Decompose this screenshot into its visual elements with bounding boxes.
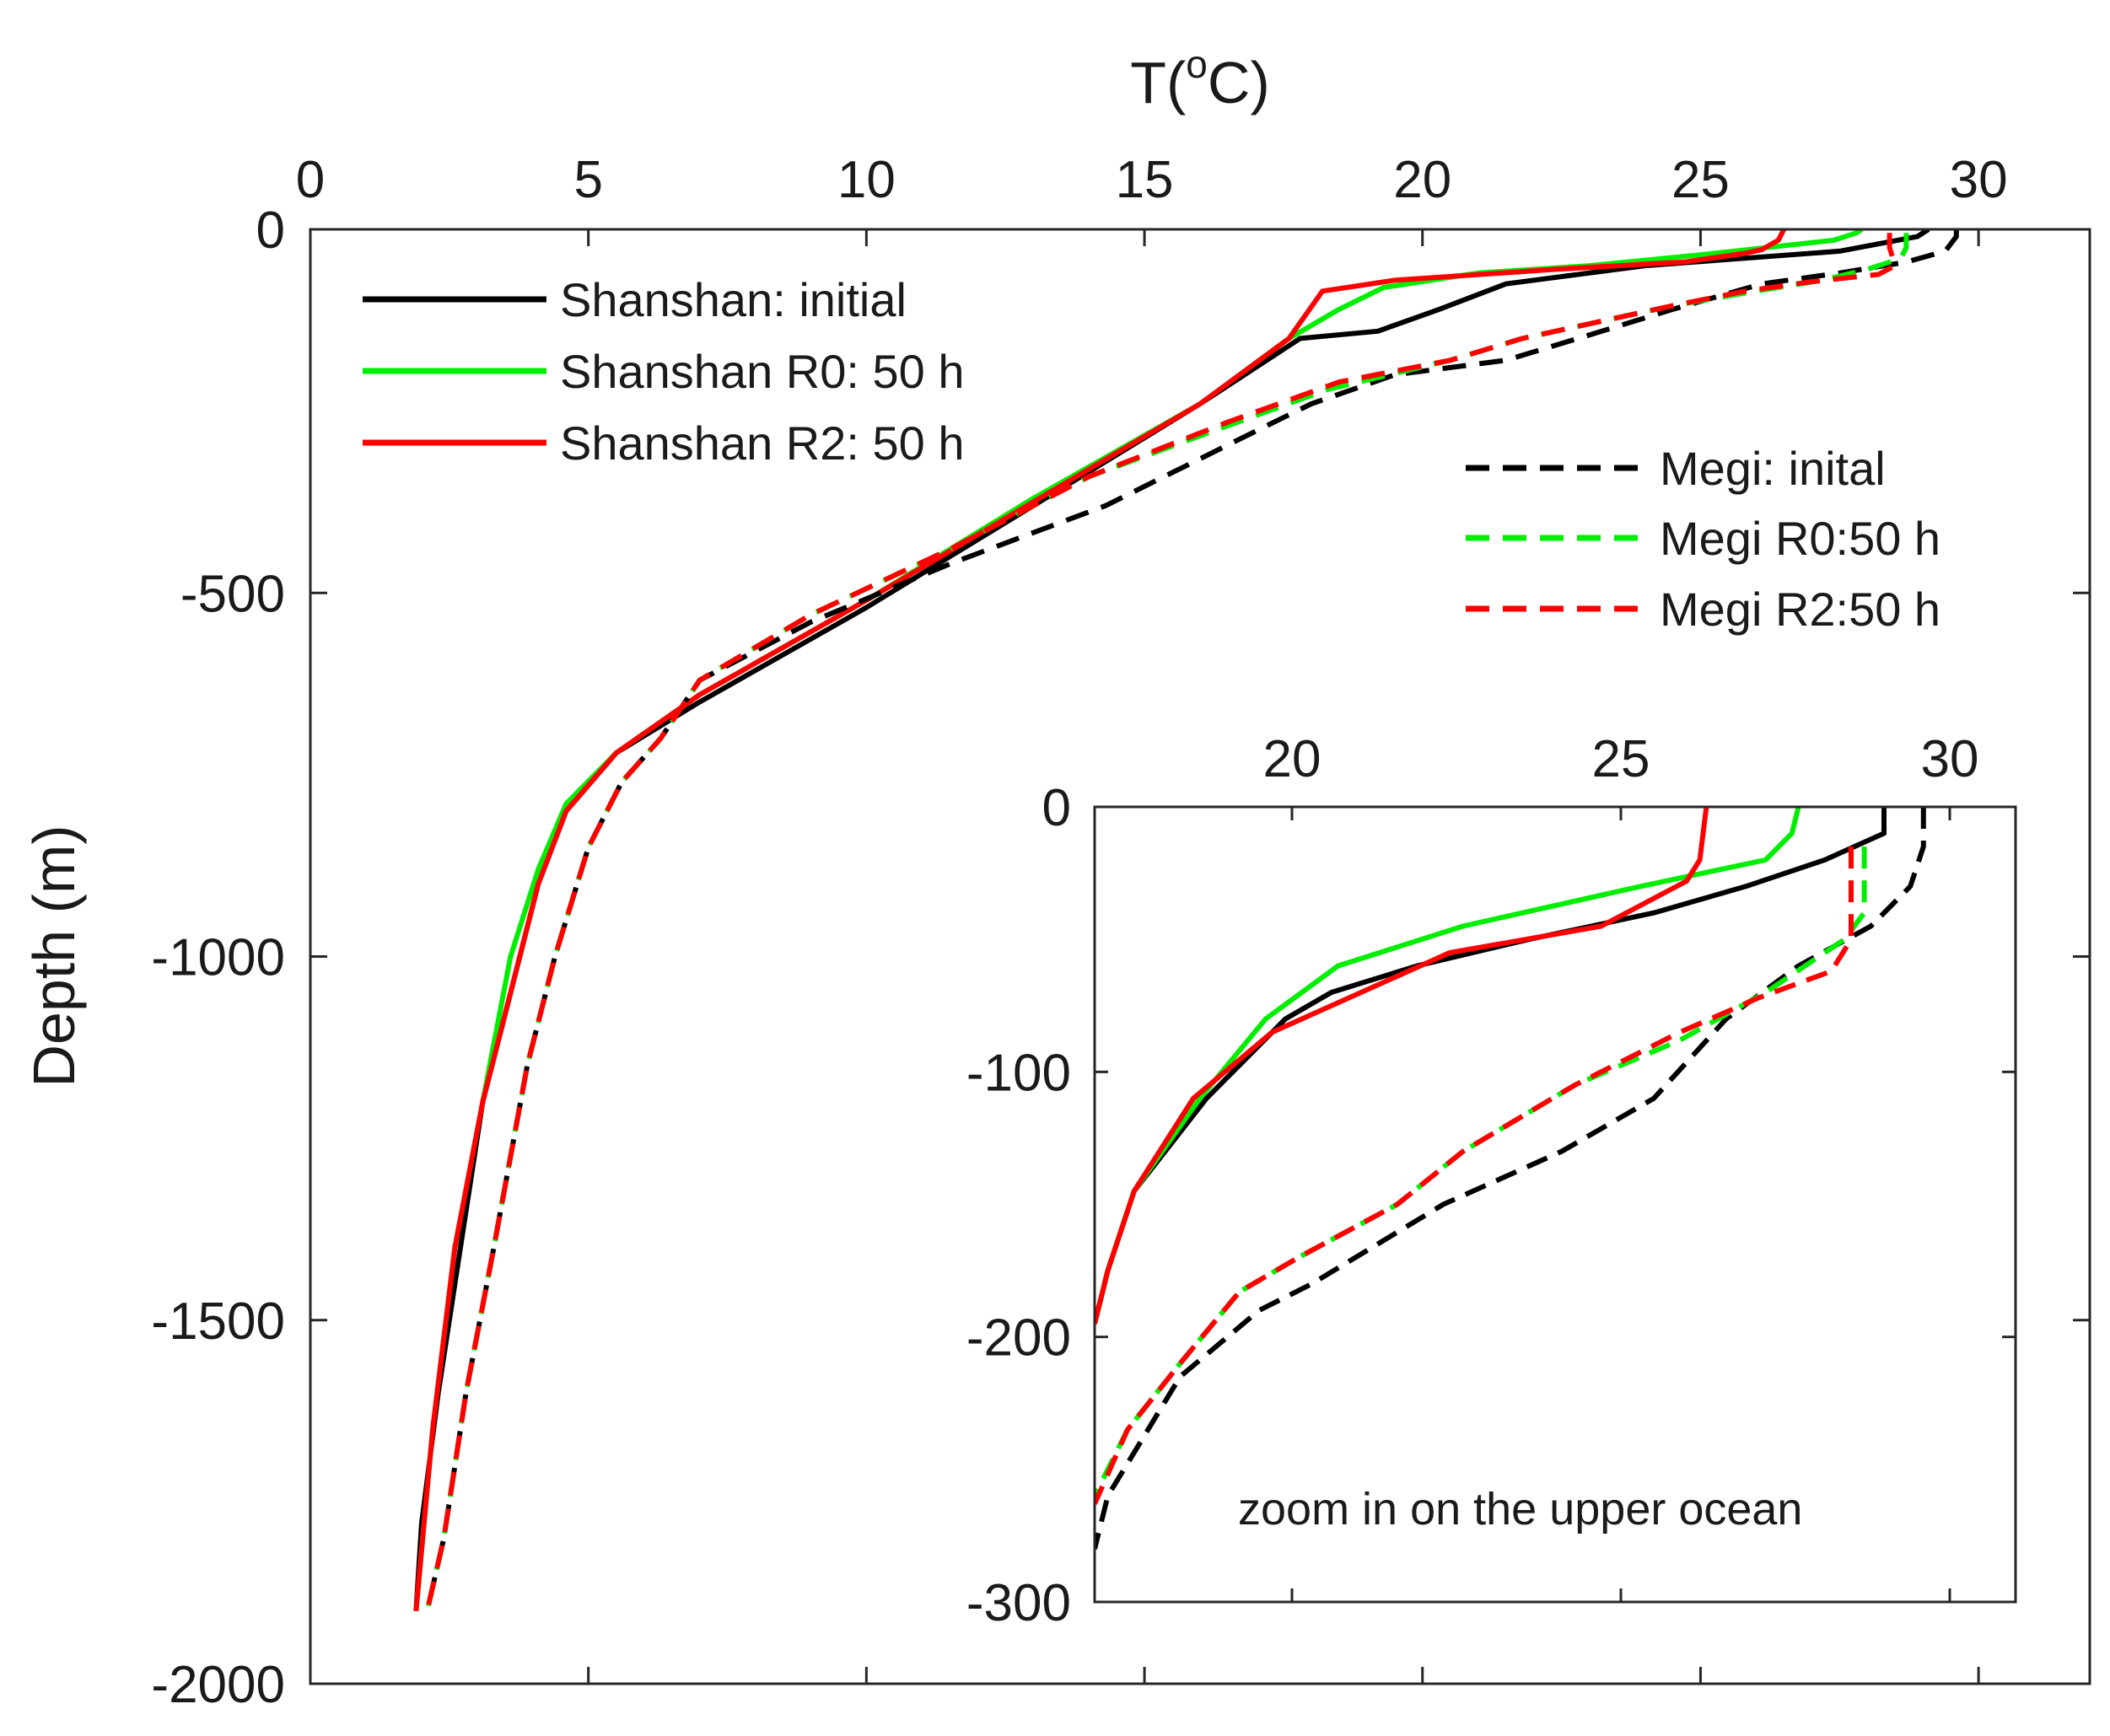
- inset-plot: 20 25 30 0 -100 -200 -300 zoom in on the upper …: [966, 730, 2017, 1632]
- main-y-tick-label: -1000: [151, 929, 285, 987]
- y-axis-label: Depth (m): [21, 825, 87, 1087]
- main-y-tick-label: -1500: [151, 1293, 285, 1351]
- legend-label: Megi R2:50 h: [1660, 583, 1940, 636]
- inset-annotation: zoom in on the upper ocean: [1238, 1484, 1802, 1534]
- inset-series-group: [1095, 807, 1926, 1550]
- main-x-tick-label: 15: [1116, 151, 1174, 209]
- x-axis-label-end: C): [1208, 50, 1270, 116]
- legend-entry-megi-r0-50-h: Megi R0:50 h: [1466, 512, 1940, 565]
- main-series-group: [413, 229, 1959, 1612]
- main-y-tick-label: -500: [180, 565, 285, 623]
- main-series-shanshan-r2-50-h: [413, 229, 1786, 1612]
- inset-y-tick-label: -300: [966, 1574, 1071, 1632]
- inset-x-tick-label: 20: [1263, 730, 1321, 788]
- legend-label: Shanshan R2: 50 h: [560, 417, 964, 470]
- main-series-shanshan-r0-50-h: [413, 229, 1864, 1612]
- inset-series-shanshan-r2-50-h: [1095, 807, 1709, 1325]
- legend-entry-shanshan-initial: Shanshan: initial: [363, 273, 907, 326]
- inset-y-tick-label: -100: [966, 1044, 1071, 1102]
- main-series-shanshan-initial: [413, 229, 1930, 1611]
- inset-axes-frame: [1093, 805, 2017, 1604]
- legend-entry-megi-inital: Megi: inital: [1466, 442, 1886, 495]
- main-x-tick-label: 30: [1950, 151, 2008, 209]
- inset-y-tick-label: 0: [1042, 779, 1071, 837]
- legend-label: Shanshan: initial: [560, 273, 907, 326]
- inset-y-tick-label: -200: [966, 1309, 1071, 1368]
- main-x-tick-label: 20: [1393, 151, 1451, 209]
- inset-x-tick-label: 25: [1592, 730, 1650, 788]
- main-x-tick-label: 25: [1671, 151, 1730, 209]
- legend-label: Shanshan R0: 50 h: [560, 345, 964, 398]
- x-axis-label-superscript: o: [1186, 42, 1208, 86]
- legend-entry-megi-r2-50-h: Megi R2:50 h: [1466, 583, 1940, 636]
- inset-series-megi-inital: [1095, 807, 1926, 1550]
- legend-label: Megi: inital: [1660, 442, 1886, 495]
- main-series-megi-r2-50-h: [424, 233, 1898, 1612]
- x-axis-label-start: T(: [1130, 50, 1186, 116]
- main-y-tick-label: 0: [256, 202, 285, 260]
- main-y-tick-label: -2000: [151, 1656, 285, 1714]
- main-series-megi-inital: [424, 229, 1959, 1612]
- inset-plot-area: [1095, 807, 2016, 1602]
- inset-series-megi-r2-50-h: [1095, 847, 1854, 1505]
- legend-entry-shanshan-r2-50-h: Shanshan R2: 50 h: [363, 417, 964, 470]
- main-x-tick-label: 0: [296, 151, 325, 209]
- inset-x-tick-label: 30: [1921, 730, 1979, 788]
- x-axis-label: T(oC): [1130, 42, 1270, 116]
- main-legend: Shanshan: initial Shanshan R0: 50 h Shansh…: [363, 273, 1940, 636]
- legend-entry-shanshan-r0-50-h: Shanshan R0: 50 h: [363, 345, 964, 398]
- main-x-tick-label: 5: [573, 151, 602, 209]
- main-x-tick-label: 10: [837, 151, 896, 209]
- legend-label: Megi R0:50 h: [1660, 512, 1940, 565]
